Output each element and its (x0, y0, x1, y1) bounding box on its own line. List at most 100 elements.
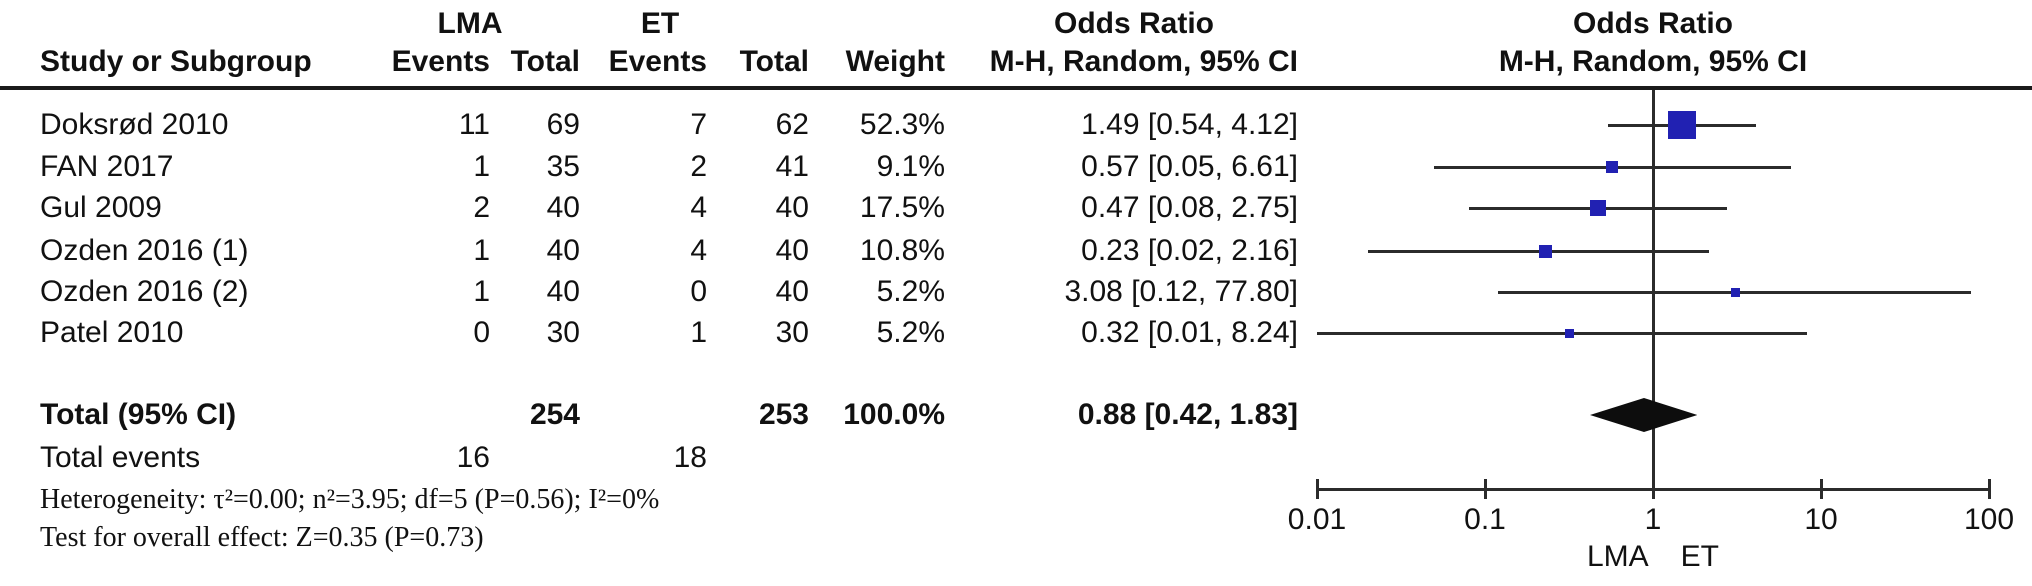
total-events-row: Total events 16 18 (0, 442, 1400, 474)
ci-line (1608, 123, 1757, 127)
x-axis-tick-label: 1 (1644, 503, 1662, 536)
total2-value: 40 (775, 275, 809, 308)
x-axis-tick (1819, 479, 1823, 499)
total2-value: 40 (775, 234, 809, 267)
axis-favours-labels: LMA ET (1403, 541, 1903, 573)
header-separator-line (0, 86, 2032, 90)
total2-value: 62 (775, 108, 809, 141)
total1-sum: 254 (529, 398, 580, 431)
total2-column-header: Total (739, 45, 809, 78)
or-square (1730, 287, 1740, 297)
x-axis-line (1317, 488, 1989, 491)
or-square (1668, 111, 1697, 139)
table-row: Doksrød 2010 11 69 7 62 52.3% 1.49 [0.54… (0, 109, 1400, 141)
summary-diamond (1589, 398, 1698, 432)
total-row: Total (95% CI) 254 253 100.0% 0.88 [0.42… (0, 399, 1400, 431)
total-label: Total (95% CI) (40, 398, 237, 431)
plot-method-header: M-H, Random, 95% CI (1498, 45, 1808, 78)
null-effect-line (1651, 90, 1655, 489)
weight-value: 52.3% (859, 108, 945, 141)
total-events-label: Total events (40, 441, 201, 474)
table-row: Gul 2009 2 40 4 40 17.5% 0.47 [0.08, 2.7… (0, 192, 1400, 224)
weight-column-header: Weight (845, 45, 945, 78)
table-row: Ozden 2016 (2) 1 40 0 40 5.2% 3.08 [0.12… (0, 276, 1400, 308)
study-label: Ozden 2016 (2) (40, 275, 249, 308)
events1-column-header: Events (391, 45, 490, 78)
total1-value: 69 (546, 108, 580, 141)
or-ci-value: 1.49 [0.54, 4.12] (1081, 108, 1298, 141)
total2-sum: 253 (758, 398, 809, 431)
events2-column-header: Events (608, 45, 707, 78)
pooled-or-ci: 0.88 [0.42, 1.83] (1077, 398, 1298, 431)
table-row: Ozden 2016 (1) 1 40 4 40 10.8% 0.23 [0.0… (0, 235, 1400, 267)
table-row: Patel 2010 0 30 1 30 5.2% 0.32 [0.01, 8.… (0, 317, 1400, 349)
weight-value: 10.8% (859, 234, 945, 267)
total2-value: 40 (775, 191, 809, 224)
group2-header: ET (640, 7, 680, 40)
ci-line (1367, 249, 1710, 253)
or-column-title: Odds Ratio (1053, 7, 1214, 40)
ci-line (1434, 165, 1791, 169)
events1-value: 1 (473, 234, 490, 267)
ci-line (1498, 290, 1971, 294)
plot-title: Odds Ratio (1572, 7, 1733, 40)
events1-value: 0 (473, 316, 490, 349)
x-axis-tick-label: 10 (1804, 503, 1838, 536)
events2-value: 4 (690, 191, 707, 224)
total1-value: 40 (546, 191, 580, 224)
weight-value: 5.2% (876, 275, 945, 308)
total1-value: 40 (546, 234, 580, 267)
study-label: Ozden 2016 (1) (40, 234, 249, 267)
or-ci-value: 0.32 [0.01, 8.24] (1081, 316, 1298, 349)
total1-value: 40 (546, 275, 580, 308)
summary-diamond-shape (1589, 398, 1698, 432)
or-ci-value: 0.57 [0.05, 6.61] (1081, 150, 1298, 183)
study-label: FAN 2017 (40, 150, 174, 183)
total-events2: 18 (673, 441, 707, 474)
total1-column-header: Total (510, 45, 580, 78)
x-axis-tick-label: 0.01 (1287, 503, 1347, 536)
x-axis-tick-label: 0.1 (1464, 503, 1506, 536)
or-ci-value: 3.08 [0.12, 77.80] (1064, 275, 1298, 308)
overall-effect-stats: Test for overall effect: Z=0.35 (P=0.73) (40, 522, 484, 553)
study-column-header: Study or Subgroup (40, 45, 312, 78)
or-square (1589, 200, 1606, 216)
or-ci-value: 0.47 [0.08, 2.75] (1081, 191, 1298, 224)
x-axis-tick (1651, 479, 1655, 499)
favours-right-label: ET (1680, 540, 1720, 573)
or-square (1565, 328, 1575, 338)
events2-value: 1 (690, 316, 707, 349)
weight-value: 17.5% (859, 191, 945, 224)
total-events1: 16 (456, 441, 490, 474)
group1-header: LMA (437, 7, 503, 40)
weight-value: 5.2% (876, 316, 945, 349)
study-label: Patel 2010 (40, 316, 184, 349)
favours-left-label: LMA (1586, 540, 1649, 573)
table-row: FAN 2017 1 35 2 41 9.1% 0.57 [0.05, 6.61… (0, 151, 1400, 183)
total2-value: 30 (775, 316, 809, 349)
events2-value: 4 (690, 234, 707, 267)
x-axis-tick (1315, 479, 1319, 499)
weight-sum: 100.0% (843, 398, 945, 431)
events1-value: 2 (473, 191, 490, 224)
or-ci-value: 0.23 [0.02, 2.16] (1081, 234, 1298, 267)
events1-value: 1 (473, 150, 490, 183)
heterogeneity-stats: Heterogeneity: τ²=0.00; n²=3.95; df=5 (P… (40, 484, 660, 515)
weight-value: 9.1% (876, 150, 945, 183)
ci-line (1468, 206, 1727, 210)
events1-value: 1 (473, 275, 490, 308)
x-axis-tick-label: 100 (1963, 503, 2015, 536)
x-axis-tick (1987, 479, 1991, 499)
events1-value: 11 (458, 108, 490, 141)
events2-value: 7 (690, 108, 707, 141)
events2-value: 0 (690, 275, 707, 308)
events2-value: 2 (690, 150, 707, 183)
x-axis-tick (1483, 479, 1487, 499)
total2-value: 41 (775, 150, 809, 183)
or-method-header: M-H, Random, 95% CI (989, 45, 1298, 78)
study-label: Doksrød 2010 (40, 108, 229, 141)
or-square (1605, 161, 1618, 173)
total1-value: 35 (546, 150, 580, 183)
study-label: Gul 2009 (40, 191, 162, 224)
